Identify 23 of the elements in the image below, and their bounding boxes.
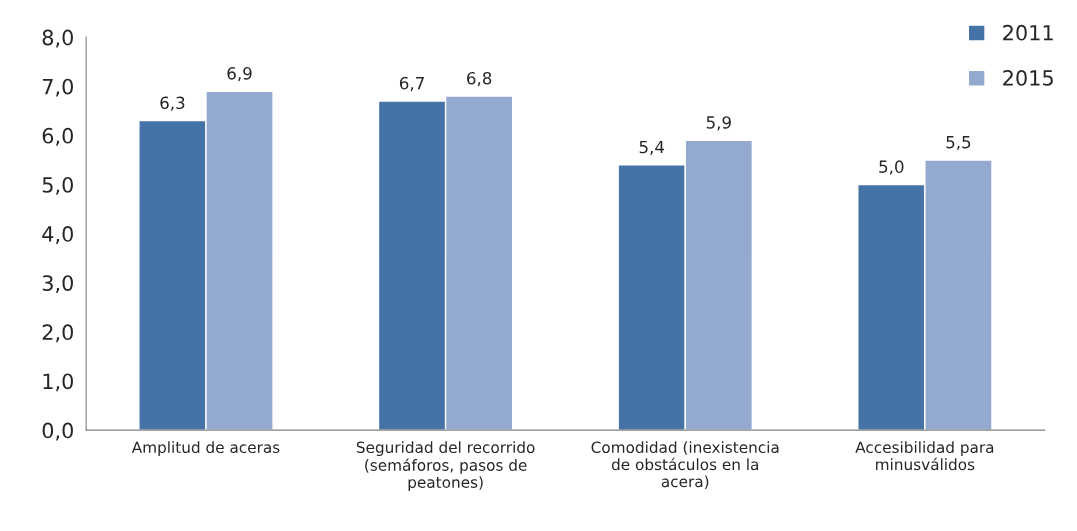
data-label: 5,0 xyxy=(879,160,904,175)
x-tick-label: Accesibilidad para minusválidos xyxy=(855,441,994,471)
y-tick-label: 0,0 xyxy=(42,422,73,441)
x-tick-label: Amplitud de aceras xyxy=(131,441,280,457)
x-tick-label: Comodidad (inexistencia de obstáculos en la acera) xyxy=(591,441,779,490)
legend-label: 2015 xyxy=(1003,70,1053,86)
legend-label: 2011 xyxy=(1003,24,1053,41)
y-tick-label: 5,0 xyxy=(42,176,73,195)
data-label: 5,9 xyxy=(706,116,731,131)
y-tick-label: 1,0 xyxy=(43,373,73,392)
y-tick-label: 4,0 xyxy=(42,226,73,244)
data-label: 6,3 xyxy=(160,96,185,111)
data-label: 5,4 xyxy=(639,140,665,156)
data-label: 6,7 xyxy=(399,76,424,92)
y-tick-label: 7,0 xyxy=(42,78,73,97)
data-label: 5,5 xyxy=(946,136,971,151)
data-label: 6,8 xyxy=(467,71,492,87)
y-tick-label: 8,0 xyxy=(42,29,73,48)
y-tick-label: 3,0 xyxy=(42,275,73,294)
y-tick-label: 2,0 xyxy=(42,324,73,343)
data-label: 6,9 xyxy=(227,67,252,82)
x-tick-label: Seguridad del recorrido (semáforos, pasos de peatones) xyxy=(356,441,535,491)
y-tick-label: 6,0 xyxy=(42,127,73,146)
